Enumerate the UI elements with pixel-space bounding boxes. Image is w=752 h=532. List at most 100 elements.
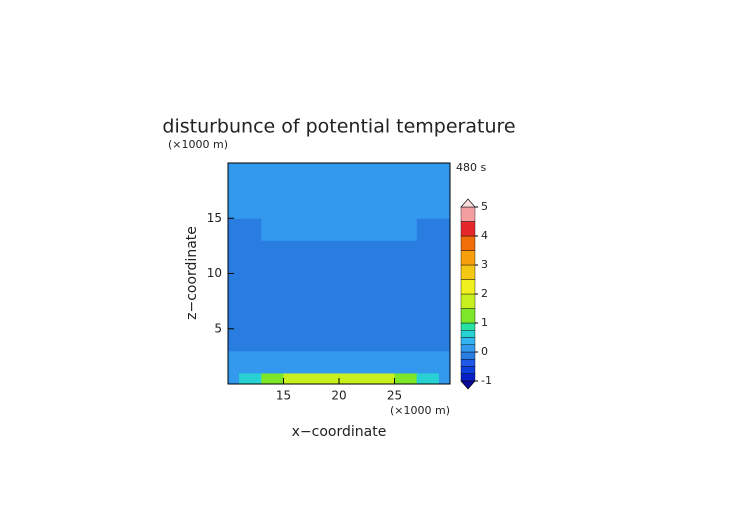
colorbar-tick-label: 5 — [481, 200, 488, 213]
contour-cell — [283, 218, 307, 241]
contour-cell — [305, 174, 329, 197]
colorbar-band — [460, 264, 476, 280]
contour-cell — [283, 174, 307, 197]
colorbar-band — [460, 235, 476, 251]
contour-cell — [327, 240, 351, 263]
contour-cell — [394, 174, 418, 197]
contour-cell — [438, 240, 451, 263]
x-tick-label: 25 — [387, 389, 402, 403]
contour-cell — [416, 196, 440, 219]
contour-cell — [261, 163, 284, 175]
contour-cell — [228, 240, 240, 263]
y-tick-label: 10 — [207, 266, 222, 280]
contour-cell — [261, 196, 284, 219]
contour-cell — [305, 372, 329, 385]
contour-cell — [283, 163, 307, 175]
contour-cell — [283, 240, 307, 263]
contour-cell — [372, 284, 395, 308]
contour-cell — [372, 306, 395, 330]
contour-cell — [261, 240, 284, 263]
y-axis-label: z−coordinate — [184, 226, 200, 320]
colorbar-tick-label: 1 — [481, 316, 488, 329]
contour-cell — [261, 350, 284, 374]
contour-cell — [327, 350, 351, 374]
colorbar-tick-label: 0 — [481, 345, 488, 358]
contour-cell — [350, 218, 373, 241]
contour-cell — [350, 240, 373, 263]
contour-cell — [394, 218, 418, 241]
contour-cell — [283, 350, 307, 374]
contour-cell — [438, 328, 451, 352]
contour-cell — [228, 218, 240, 241]
contour-cell — [283, 372, 307, 385]
contour-cell — [283, 262, 307, 286]
x-tick-label: 20 — [331, 389, 346, 403]
contour-cell — [327, 174, 351, 197]
colorbar-band — [460, 308, 476, 324]
contour-cell — [261, 284, 284, 308]
contour-cell — [228, 196, 240, 219]
contour-cell — [350, 163, 373, 175]
contour-cell — [372, 174, 395, 197]
colorbar-band — [460, 221, 476, 237]
colorbar-over — [460, 198, 476, 208]
x-unit-label: (×1000 m) — [390, 404, 450, 417]
contour-cell — [239, 284, 262, 308]
contour-cell — [416, 306, 440, 330]
contour-cell — [350, 284, 373, 308]
colorbar-tick-label: -1 — [481, 374, 492, 387]
contour-cell — [228, 306, 240, 330]
contour-cell — [261, 174, 284, 197]
contour-cell — [416, 328, 440, 352]
contour-cell — [305, 196, 329, 219]
contour-cell — [239, 240, 262, 263]
contour-cell — [327, 328, 351, 352]
contour-cell — [416, 372, 440, 385]
contour-cell — [305, 218, 329, 241]
contour-cell — [283, 306, 307, 330]
contour-cell — [283, 284, 307, 308]
contour-cell — [228, 328, 240, 352]
contour-cell — [327, 306, 351, 330]
colorbar-band — [460, 330, 476, 338]
contour-cell — [228, 350, 240, 374]
contour-cell — [416, 240, 440, 263]
contour-cell — [327, 262, 351, 286]
contour-cell — [372, 218, 395, 241]
contour-cell — [305, 350, 329, 374]
axes: 15 20 25 5 10 15 -1 0 1 2 3 4 5 — [207, 162, 492, 403]
contour-cell — [394, 262, 418, 286]
y-tick-label: 5 — [214, 321, 222, 335]
colorbar-band — [460, 206, 476, 222]
contour-cell — [350, 262, 373, 286]
contour-cell — [261, 372, 284, 385]
contour-cell — [261, 328, 284, 352]
contour-cell — [438, 196, 451, 219]
contour-cell — [350, 350, 373, 374]
contour-field — [228, 163, 451, 385]
time-label: 480 s — [456, 161, 486, 174]
contour-cell — [438, 284, 451, 308]
contour-cell — [394, 350, 418, 374]
contour-cell — [305, 306, 329, 330]
contour-cell — [438, 218, 451, 241]
contour-cell — [372, 350, 395, 374]
contour-cell — [305, 163, 329, 175]
contour-cell — [283, 328, 307, 352]
contour-cell — [228, 163, 240, 175]
contour-cell — [350, 328, 373, 352]
contour-cell — [416, 284, 440, 308]
contour-cell — [372, 372, 395, 385]
colorbar-band — [460, 351, 476, 360]
contour-cell — [438, 350, 451, 374]
colorbar-band — [460, 293, 476, 309]
contour-cell — [394, 306, 418, 330]
contour-cell — [261, 262, 284, 286]
contour-cell — [372, 262, 395, 286]
contour-cell — [394, 240, 418, 263]
contour-cell — [394, 328, 418, 352]
contour-cell — [394, 284, 418, 308]
contour-cell — [438, 163, 451, 175]
contour-cell — [305, 240, 329, 263]
